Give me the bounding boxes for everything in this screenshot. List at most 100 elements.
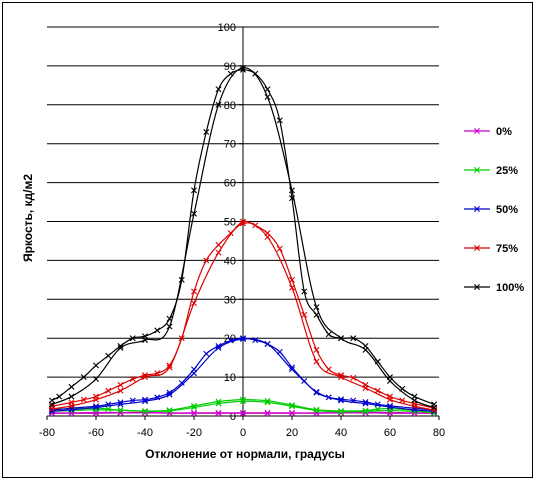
series-100pct-point-b-15 <box>411 397 418 404</box>
legend-0pct: 0% <box>464 126 512 138</box>
series-100pct-point-b-1-b <box>68 393 75 400</box>
series-25pct-point-b-11-b <box>313 407 320 414</box>
series-50pct-point-a-18 <box>289 364 295 371</box>
series-100pct-point-b-16 <box>431 404 438 411</box>
series-50pct-point-b-12-b <box>338 397 344 404</box>
series-100pct-point-a-21 <box>301 288 308 295</box>
series-100pct-point-a-1-b <box>56 393 63 400</box>
series-50pct-point-a-11-b <box>203 350 210 357</box>
y-axis-title: Яркость, кд/м2 <box>21 174 35 262</box>
y-tick-label-100: 100 <box>218 22 236 34</box>
series-25pct-point-b-3-b <box>117 407 124 414</box>
series-100pct-point-a-23-b <box>325 331 332 338</box>
series-100pct-point-b-0-b <box>48 401 55 408</box>
series-100pct-point-a-5-b <box>105 352 112 359</box>
series-50pct-point-a-12 <box>215 342 222 349</box>
series-50pct-point-b-10-b <box>289 366 295 373</box>
series-75pct-point-b-8 <box>240 220 246 227</box>
x-axis-title: Отклонение от нормали, градусы <box>145 447 345 461</box>
series-75pct-point-b-7 <box>215 249 222 256</box>
legend-50pct-marker <box>474 206 480 212</box>
series-75pct-point-a-11 <box>191 288 197 295</box>
series-25pct-point-b-9 <box>264 399 271 406</box>
series-25pct-point-b-8-b <box>240 398 246 405</box>
series-75pct-point-a-26 <box>374 387 381 394</box>
series-75pct-point-b-2-b <box>93 396 99 403</box>
series-75pct-point-b-1-b <box>68 402 75 409</box>
series-75pct-point-b-13-b <box>362 385 369 391</box>
series-75pct-point-b-15-b <box>411 403 418 410</box>
series-layer <box>48 64 438 417</box>
series-0pct-point-b-8-b <box>240 410 246 417</box>
series-100pct-point-b-7-b <box>215 101 222 108</box>
series-50pct-point-b-8-b <box>240 335 246 342</box>
series-100pct-point-a-10-b <box>166 315 173 322</box>
legend-25pct-label: 25% <box>496 165 518 177</box>
series-100pct-point-a-19-b <box>276 117 283 124</box>
series-0pct-point-b-10 <box>289 410 295 417</box>
series-50pct-point-a-5-b <box>129 397 136 404</box>
series-50pct-point-b-4 <box>142 398 148 405</box>
series-25pct-point-b-3 <box>117 407 124 414</box>
series-100pct-point-b-3-b <box>117 344 124 351</box>
series-100pct-point-b-11-b <box>313 304 320 311</box>
x-tick-label-0: 0 <box>240 427 246 439</box>
series-100pct-point-a-9 <box>154 327 161 334</box>
series-25pct-point-b-12-b <box>338 408 344 415</box>
series-100pct-point-a-12 <box>191 187 197 194</box>
series-25pct <box>48 396 438 416</box>
legend-25pct-marker <box>474 167 480 173</box>
series-100pct-point-a-21-b <box>301 288 308 295</box>
series-75pct-point-a-19 <box>289 276 295 283</box>
series-75pct-point-b-7-b <box>215 249 222 256</box>
series-100pct-point-b-2-b <box>93 376 99 383</box>
x-tick-label--40: -40 <box>137 427 153 439</box>
series-25pct-point-a-14 <box>362 407 369 414</box>
series-25pct-point-a-13 <box>338 407 344 414</box>
series-75pct <box>48 218 438 414</box>
series-100pct-point-b-5-b <box>166 323 173 330</box>
series-75pct-point-b-12 <box>338 374 344 381</box>
series-50pct-point-a-11 <box>203 350 210 357</box>
series-100pct-point-a-15-b <box>227 70 234 77</box>
series-100pct-point-a-14-b <box>215 86 222 93</box>
legend-layer: 0% 25% 50% 75% 100% <box>464 126 524 294</box>
series-75pct-point-a-12 <box>203 257 210 264</box>
series-75pct-point-a-15-b <box>240 218 246 225</box>
y-tick-label-10: 10 <box>224 372 236 384</box>
series-100pct-point-a-18-b <box>264 86 271 93</box>
series-75pct-point-a-22-b <box>325 366 332 373</box>
series-100pct-point-a-3 <box>80 374 87 381</box>
series-75pct-point-a-28-b <box>399 397 406 404</box>
series-75pct-point-b-0-b <box>48 406 55 412</box>
y-tick-label-50: 50 <box>224 217 236 229</box>
series-50pct-point-b-12 <box>338 397 344 404</box>
series-75pct-point-b-1 <box>68 402 75 409</box>
series-100pct-point-b-11 <box>313 304 320 311</box>
series-100pct-point-a-1 <box>56 393 63 400</box>
series-75pct-point-a-5 <box>117 381 124 388</box>
x-tick-label--60: -60 <box>88 427 104 439</box>
series-0pct-point-b-8 <box>240 410 246 417</box>
series-50pct-point-b-3 <box>117 401 124 408</box>
series-50pct-point-b-8 <box>240 335 246 342</box>
series-50pct-point-b-9 <box>264 341 271 348</box>
series-75pct-point-a-4-b <box>105 387 112 394</box>
series-25pct-point-a-3-b <box>105 406 112 412</box>
series-75pct-point-a-13-b <box>215 241 222 248</box>
series-75pct-point-a-12-b <box>203 257 210 264</box>
series-50pct-point-a-20-b <box>313 389 320 396</box>
series-50pct-point-b-9-b <box>264 341 271 348</box>
legend-25pct-marker-b <box>474 167 480 173</box>
series-75pct-point-b-13 <box>362 385 369 391</box>
series-25pct-point-b-4-b <box>142 408 148 415</box>
series-50pct-point-a-18-b <box>289 364 295 371</box>
series-100pct-point-a-13 <box>203 129 210 136</box>
series-75pct-point-b-2 <box>93 396 99 403</box>
series-100pct-point-a-7 <box>129 335 136 342</box>
series-50pct-point-a-5 <box>129 397 136 404</box>
y-tick-label-80: 80 <box>224 100 236 112</box>
series-0pct-point-b-7 <box>215 410 222 417</box>
series-50pct-point-b-5-b <box>166 391 173 398</box>
legend-0pct-label: 0% <box>496 126 512 138</box>
